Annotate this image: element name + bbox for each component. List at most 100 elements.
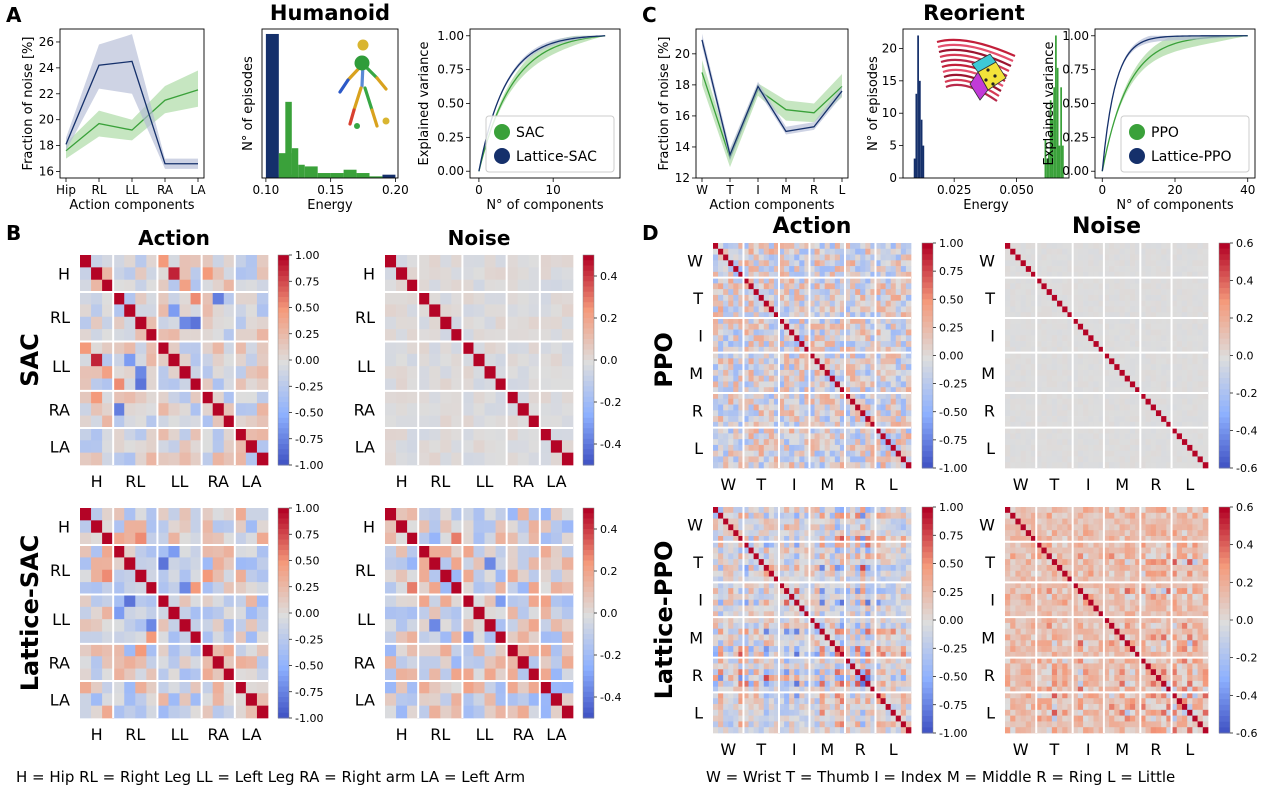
heatmap-cell <box>256 631 269 645</box>
colorbar-segment <box>278 544 289 551</box>
heatmap-cell <box>201 279 214 293</box>
heatmap-cell <box>1103 421 1110 428</box>
row-label-ra: RA <box>354 400 375 419</box>
heatmap-cell <box>473 705 485 719</box>
heatmap-cell <box>1098 243 1105 250</box>
heatmap-cell <box>799 283 805 290</box>
heatmap-cell <box>385 329 397 342</box>
heatmap-cell <box>723 243 729 250</box>
heatmap-cell <box>440 680 452 694</box>
heatmap-cell <box>1197 294 1204 302</box>
heatmap-cell <box>855 260 861 267</box>
heatmap-cell <box>429 390 441 404</box>
heatmap-cell <box>768 518 775 525</box>
heatmap-cell <box>728 306 734 313</box>
heatmap-cell <box>1181 254 1188 261</box>
heatmap-cell <box>855 254 861 261</box>
heatmap-cell <box>773 462 780 469</box>
heatmap-cell <box>713 462 719 469</box>
colorbar-segment <box>583 339 594 345</box>
heatmap-cell <box>804 416 810 423</box>
heatmap-cell <box>179 631 191 645</box>
heatmap-cell <box>1077 294 1084 302</box>
heatmap-cell <box>845 398 851 405</box>
heatmap-cell <box>168 705 180 719</box>
heatmap-cell <box>1083 387 1089 394</box>
heatmap-cell <box>495 255 507 268</box>
heatmap-cell <box>1088 416 1094 423</box>
heatmap-cell <box>885 369 892 377</box>
heatmap-cell <box>1088 404 1094 411</box>
heatmap-cell <box>814 410 820 417</box>
heatmap-cell <box>440 353 452 367</box>
colorbar-segment <box>583 523 594 530</box>
heatmap-cell <box>779 439 785 446</box>
heatmap-cell <box>870 433 876 440</box>
heatmap-cell <box>561 606 574 620</box>
heatmap-cell <box>1119 346 1126 353</box>
heatmap-cell <box>201 403 214 416</box>
colorbar-tick-label: 0.0 <box>600 607 618 620</box>
heatmap-cell <box>1031 248 1037 255</box>
colorbar-segment <box>278 454 289 461</box>
heatmap-cell <box>713 323 719 330</box>
heatmap-cell <box>1083 329 1089 336</box>
heatmap-cell <box>1166 323 1172 330</box>
hist-bar-ppo <box>1048 152 1050 178</box>
heatmap-cell <box>1176 416 1183 423</box>
heatmap-cell <box>900 266 907 273</box>
heatmap-cell <box>1187 433 1193 440</box>
heatmap-cell <box>179 329 191 342</box>
heatmap-cell <box>157 619 169 632</box>
heatmap-cell <box>1072 283 1079 290</box>
heatmap-cell <box>1166 329 1172 336</box>
heatmap-cell <box>855 289 861 296</box>
heatmap-cell <box>1046 312 1053 319</box>
row-label-ra: RA <box>354 653 375 672</box>
heatmap-cell <box>905 462 912 469</box>
heatmap-cell <box>1119 421 1126 428</box>
heatmap-cell <box>1020 375 1027 382</box>
heatmap-cell <box>135 619 147 632</box>
heatmap-cell <box>738 294 744 302</box>
heatmap-cell <box>506 415 519 429</box>
heatmap-cell <box>713 358 719 365</box>
heatmap-cell <box>870 450 876 457</box>
heatmap-cell <box>407 267 419 281</box>
heatmap-cell <box>870 341 876 348</box>
heatmap-cell <box>758 404 765 411</box>
heatmap-cell <box>1051 410 1058 417</box>
heatmap-cell <box>829 444 836 452</box>
heatmap-cell <box>1067 335 1074 342</box>
heatmap-cell <box>819 404 826 411</box>
colorbar-segment <box>278 665 289 672</box>
heatmap-cell <box>113 693 125 706</box>
heatmap-cell <box>256 427 269 441</box>
heatmap-cell <box>1202 300 1209 307</box>
colorbar-segment <box>583 449 594 455</box>
heatmap-cell <box>1010 450 1016 457</box>
heatmap-cell <box>91 680 103 694</box>
heatmap-cell <box>885 421 892 428</box>
heatmap-cell <box>1057 294 1063 302</box>
heatmap-cell <box>1192 450 1198 457</box>
heatmap-cell <box>539 606 552 620</box>
heatmap-cell <box>753 335 760 342</box>
heatmap-cell <box>1176 341 1183 348</box>
heatmap-cell <box>1072 375 1079 382</box>
colorbar-segment <box>922 282 933 289</box>
heatmap-cell <box>113 452 125 466</box>
heatmap-cell <box>784 375 790 382</box>
heatmap-cell <box>753 410 760 417</box>
heatmap-cell <box>1088 433 1094 440</box>
heatmap-cell <box>1145 404 1152 411</box>
heatmap-cell <box>743 404 749 411</box>
colorbar-segment <box>278 576 289 582</box>
heatmap-cell <box>1062 277 1068 284</box>
heatmap-cell <box>1192 387 1198 394</box>
heatmap-cell <box>190 705 202 719</box>
heatmap-cell <box>157 594 169 608</box>
heatmap-cell <box>528 378 541 392</box>
colorbar-tick-label: -0.2 <box>600 396 621 409</box>
heatmap-cell <box>885 512 892 519</box>
